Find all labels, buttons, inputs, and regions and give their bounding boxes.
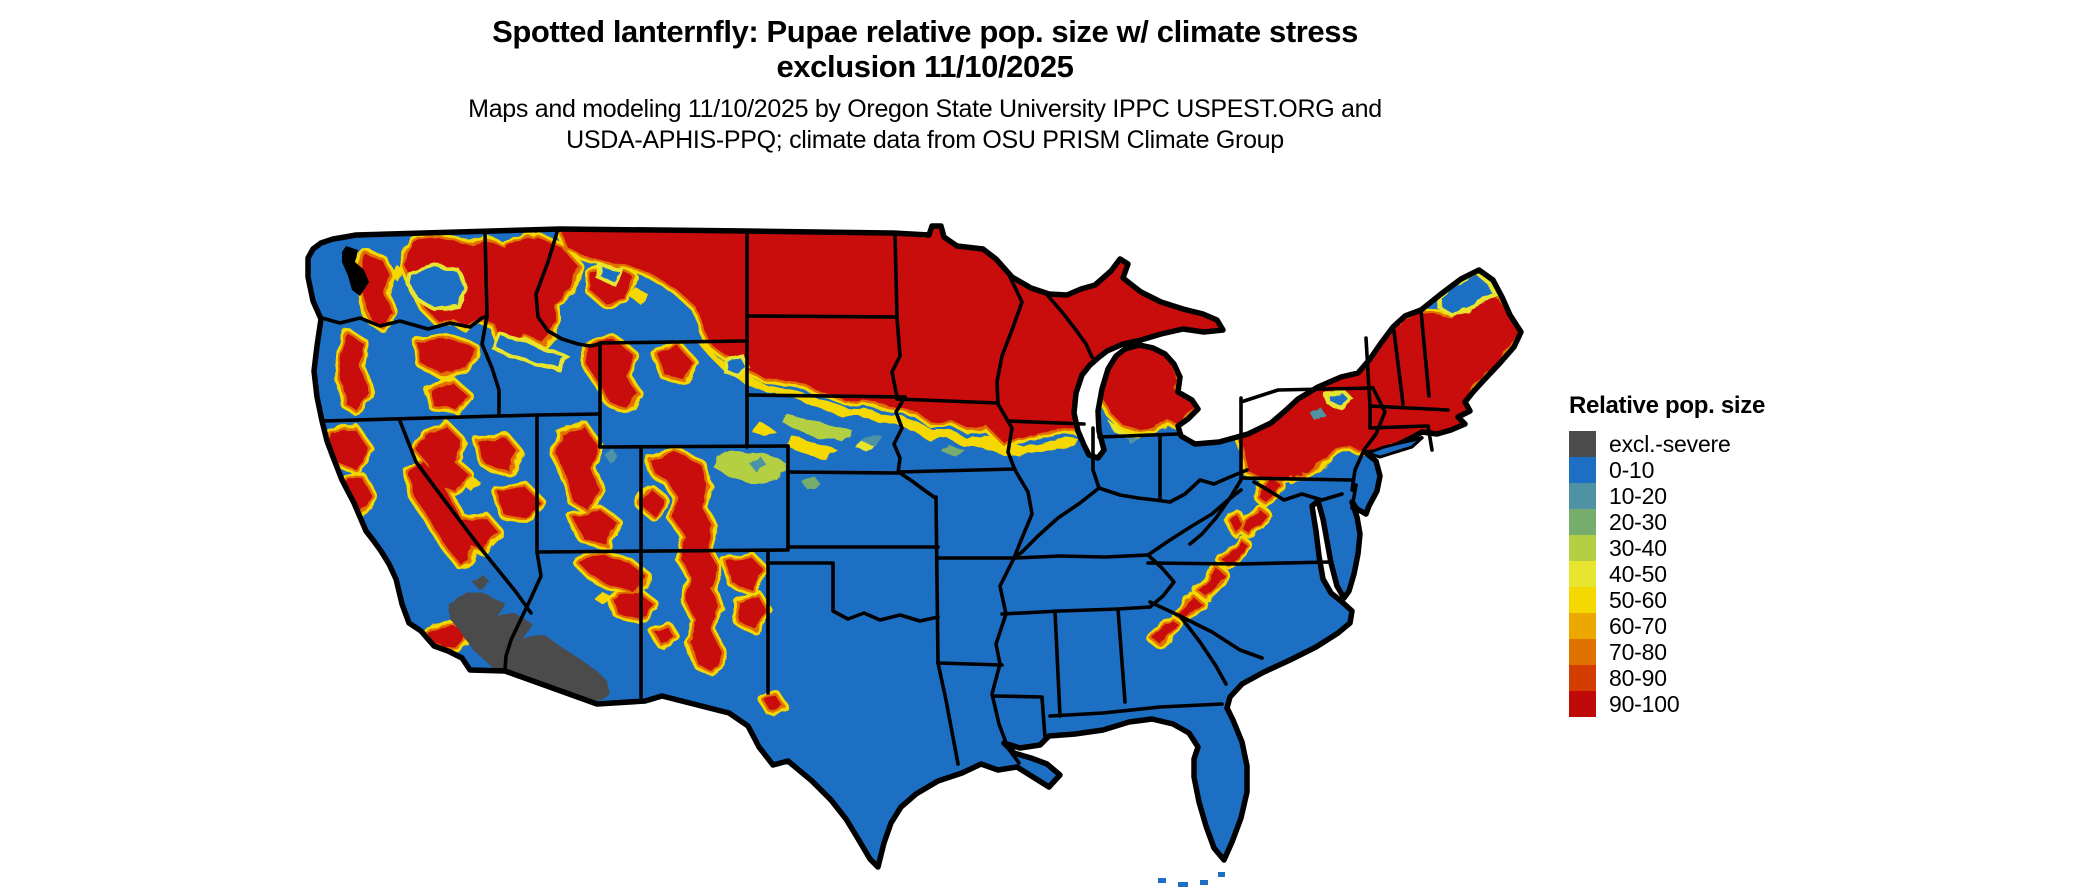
legend-swatch [1569,639,1596,665]
map-title-line1: Spotted lanternfly: Pupae relative pop. … [492,14,1358,49]
map-subtitle: Maps and modeling 11/10/2025 by Oregon S… [0,94,1850,156]
adirondack-teal-patch [1308,407,1326,420]
legend-swatch [1569,431,1596,457]
legend-item-label: 0-10 [1609,456,1655,483]
legend-swatch [1569,509,1596,535]
legend-items: excl.-severe 0-10 10-20 20-30 30-40 40-50 50-6… [1569,431,1765,717]
legend-swatch [1569,613,1596,639]
legend-swatch [1569,535,1596,561]
legend-item: 20-30 [1569,509,1765,535]
legend-item: 80-90 [1569,665,1765,691]
legend-item: 90-100 [1569,691,1765,717]
map-title-line2: exclusion 11/10/2025 [776,49,1074,84]
map-subtitle-line1: Maps and modeling 11/10/2025 by Oregon S… [468,95,1382,123]
legend-item: 0-10 [1569,457,1765,483]
long-island [1363,435,1425,459]
legend-item-label: 40-50 [1609,560,1667,587]
legend-title: Relative pop. size [1569,392,1765,419]
legend-swatch [1569,691,1596,717]
raster-overlays [328,226,1517,818]
legend-item: 10-20 [1569,483,1765,509]
legend-item-label: 10-20 [1609,482,1667,509]
legend-swatch [1569,561,1596,587]
state-borders [320,227,1450,766]
legend-item-label: 90-100 [1609,690,1680,717]
legend-item-label: 50-60 [1609,586,1667,613]
legend-item-label: 80-90 [1609,664,1667,691]
legend-item: excl.-severe [1569,431,1765,457]
florida-keys [1158,872,1225,887]
legend-item-label: excl.-severe [1609,430,1731,457]
legend-item: 30-40 [1569,535,1765,561]
legend-item-label: 60-70 [1609,612,1667,639]
map-subtitle-line2: USDA-APHIS-PPQ; climate data from OSU PR… [566,126,1284,154]
legend-item: 60-70 [1569,613,1765,639]
puget-sound [342,246,369,296]
map-header: Spotted lanternfly: Pupae relative pop. … [0,14,1850,156]
legend-item: 50-60 [1569,587,1765,613]
legend-item-label: 30-40 [1609,534,1667,561]
legend-swatch [1569,665,1596,691]
legend-swatch [1569,457,1596,483]
legend-swatch [1569,587,1596,613]
legend-item-label: 20-30 [1609,508,1667,535]
legend: Relative pop. size excl.-severe 0-10 10-20… [1569,392,1765,717]
legend-item: 40-50 [1569,561,1765,587]
legend-item: 70-80 [1569,639,1765,665]
legend-swatch [1569,483,1596,509]
legend-item-label: 70-80 [1609,638,1667,665]
